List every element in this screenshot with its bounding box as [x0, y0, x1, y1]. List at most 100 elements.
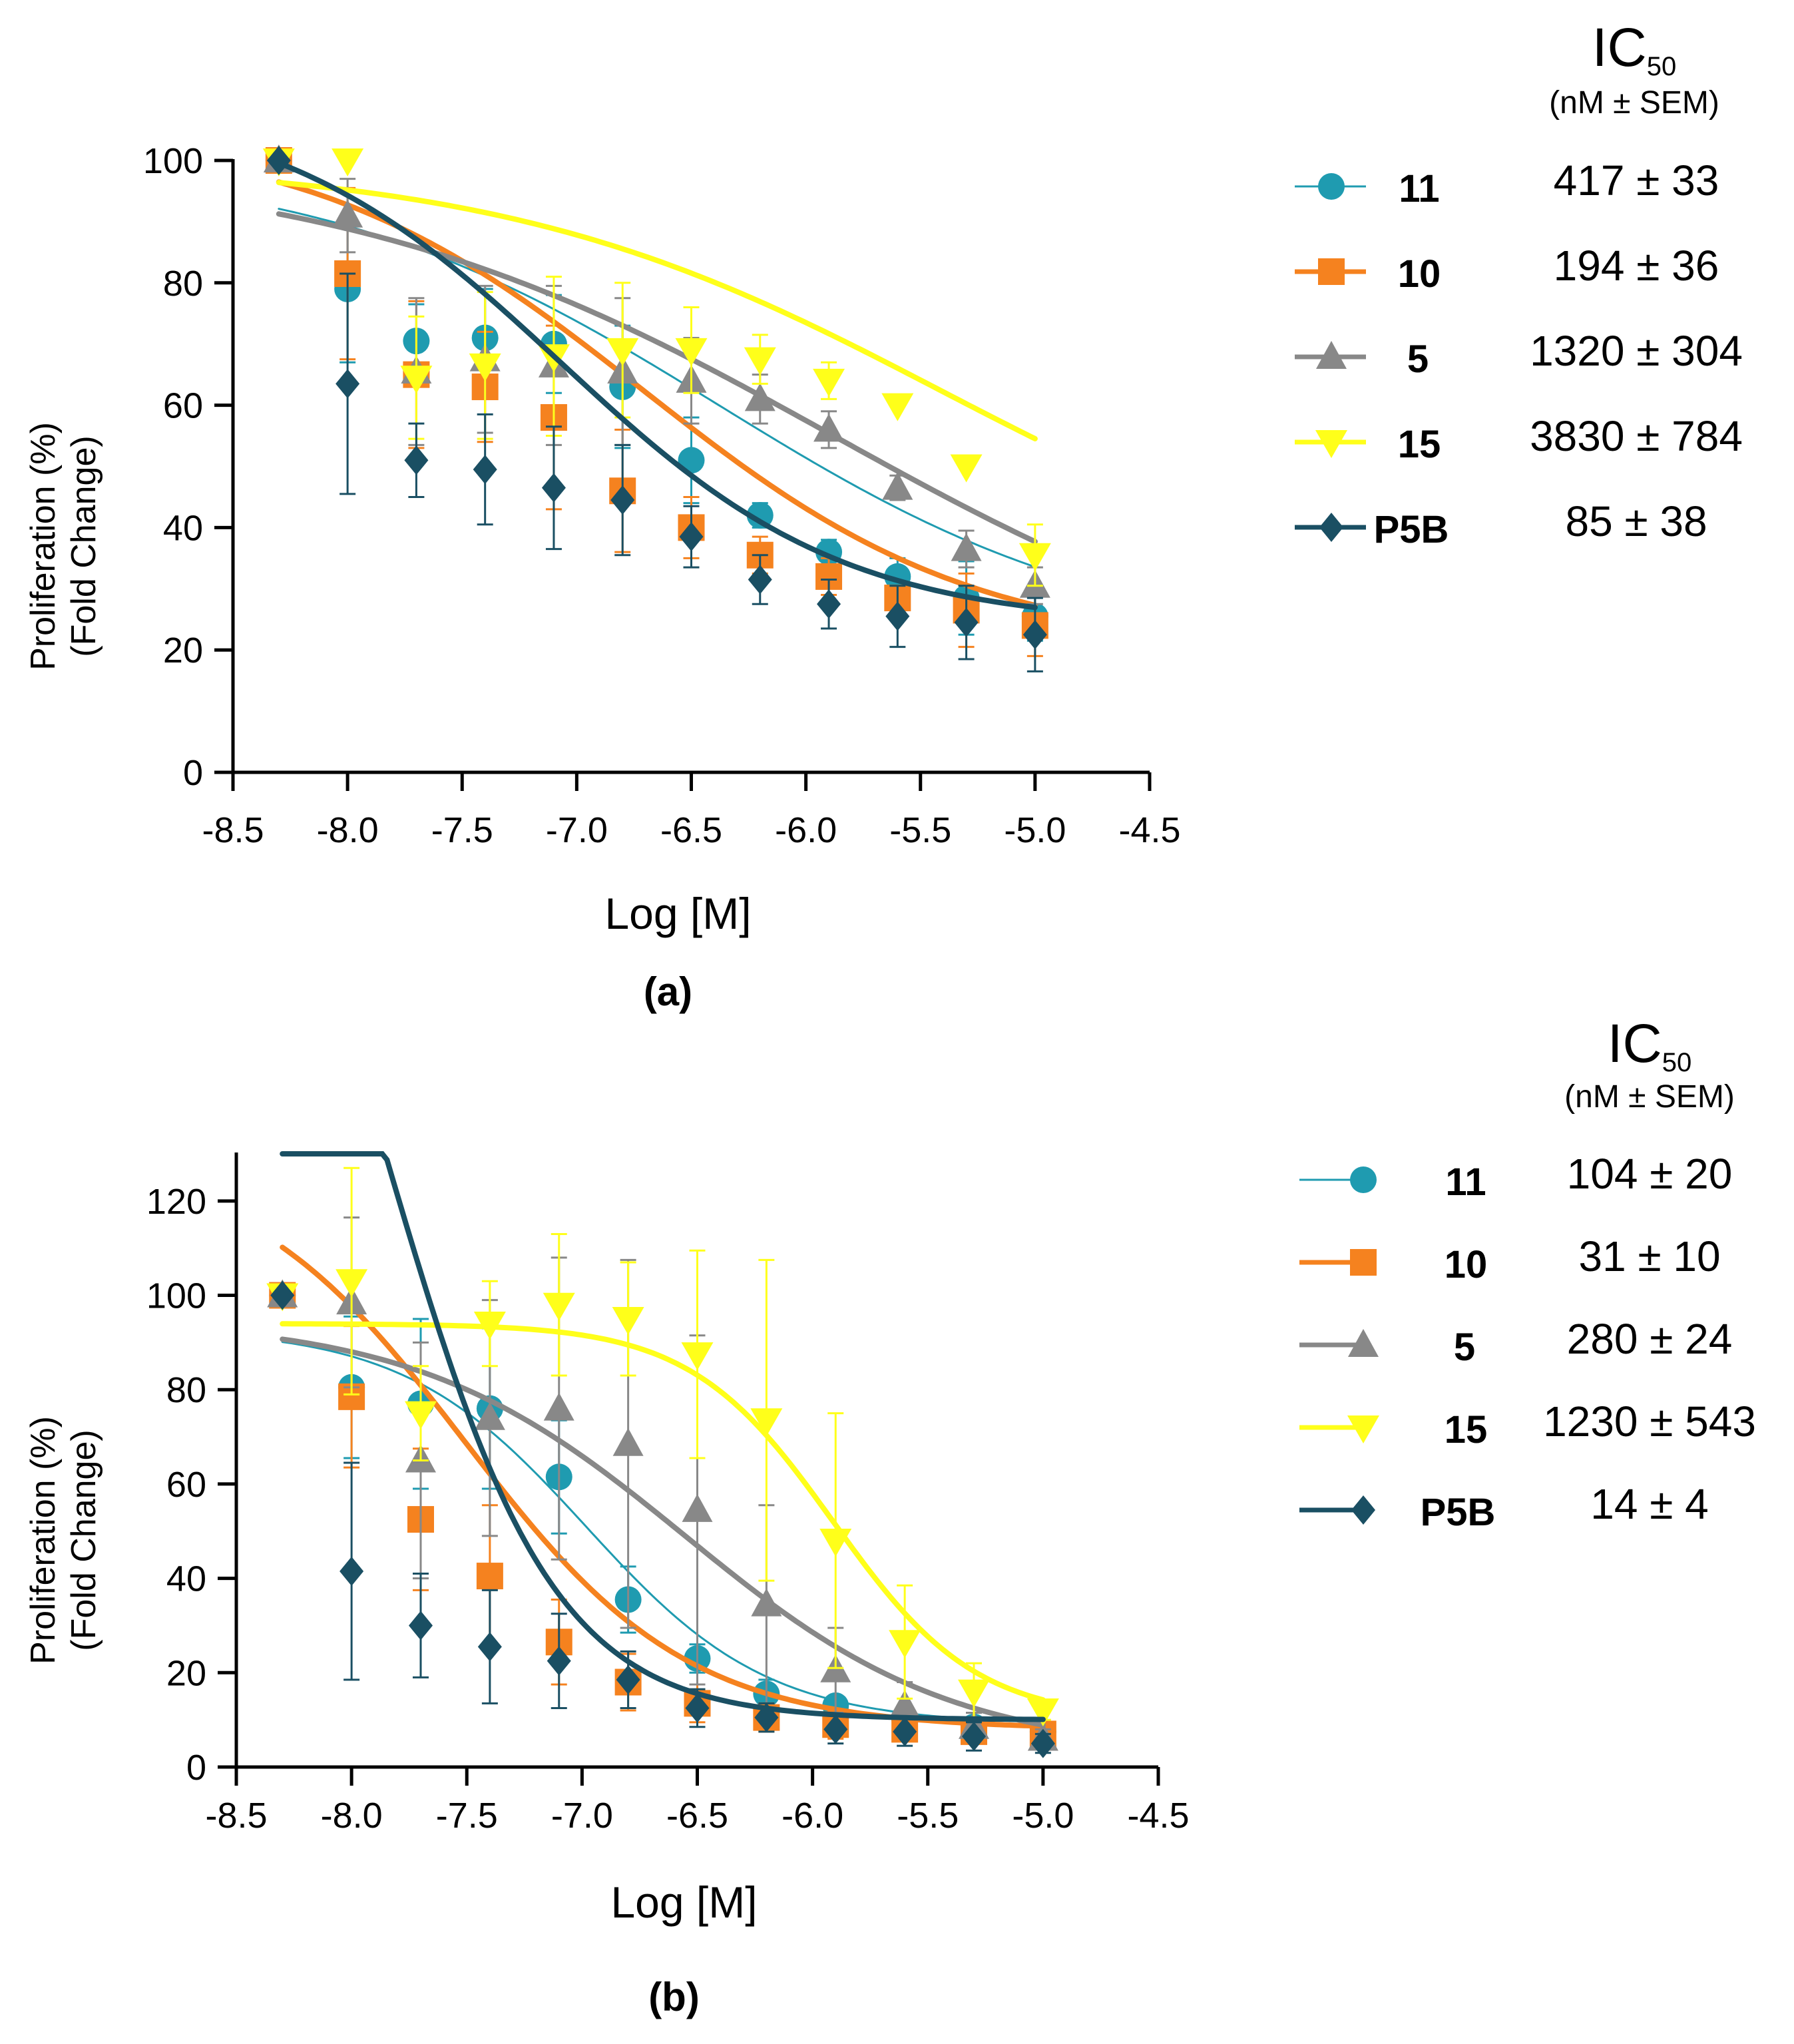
- data-point: [543, 1392, 574, 1421]
- fit-curve: [281, 1341, 1044, 1723]
- data-point: [541, 473, 566, 503]
- data-point: [543, 1292, 575, 1321]
- legend-item-11: 11 417 ± 33: [1295, 156, 1719, 210]
- legend-item-5: 5 1320 ± 304: [1295, 327, 1743, 381]
- data-point: [477, 1632, 502, 1662]
- data-point: [616, 1664, 640, 1694]
- legend-ic50-value: 85 ± 38: [1565, 497, 1707, 545]
- data-point: [612, 1306, 644, 1335]
- legend-item-10: 10 194 ± 36: [1295, 242, 1719, 296]
- legend-item-10: 10 31 ± 10: [1299, 1232, 1721, 1286]
- legend: IC50 (nM ± SEM) 11 417 ± 33 10 194 ± 36 5 1320 …: [1295, 17, 1743, 551]
- data-point: [1018, 543, 1051, 571]
- y-axis-subtitle: (Fold Change): [65, 435, 103, 656]
- fit-curve: [276, 180, 1038, 441]
- series-15: [266, 1166, 1059, 1726]
- data-point: [889, 1689, 921, 1718]
- ic50-header: IC50: [1592, 17, 1677, 81]
- legend-marker: [1351, 1495, 1375, 1525]
- y-tick-label: 100: [143, 141, 203, 181]
- data-point: [469, 353, 501, 382]
- legend-name: 11: [1399, 167, 1439, 210]
- data-point: [476, 1563, 503, 1590]
- legend-ic50-value: 1230 ± 543: [1543, 1398, 1756, 1445]
- y-tick-label: 0: [186, 1748, 206, 1788]
- legend-marker: [1347, 1415, 1379, 1443]
- panel-label: (b): [648, 1975, 700, 2019]
- fit-curve: [276, 211, 1038, 545]
- legend-marker: [1318, 173, 1345, 200]
- data-point: [474, 1402, 505, 1430]
- x-tick-label: -8.0: [321, 1796, 383, 1836]
- data-point: [1030, 1728, 1055, 1758]
- fit-curve: [276, 160, 1038, 611]
- y-tick-label: 40: [163, 508, 203, 548]
- x-tick-label: -5.5: [897, 1796, 959, 1836]
- legend-ic50-value: 1320 ± 304: [1530, 327, 1743, 375]
- data-point: [685, 1693, 710, 1723]
- x-tick-label: -7.0: [546, 810, 608, 850]
- data-point: [754, 1702, 779, 1732]
- fit-curve: [276, 179, 1038, 609]
- panel-label: (a): [644, 969, 692, 1014]
- data-point: [817, 589, 841, 619]
- data-point: [813, 413, 845, 442]
- x-tick-label: -7.5: [436, 1796, 498, 1836]
- chart-panel-b: -8.5 -8.0 -7.5 -7.0 -6.5 -6.0 -5.5 -5.0 -4.5 0 20 4…: [24, 1013, 1756, 2019]
- legend-name: 10: [1445, 1243, 1488, 1286]
- x-tick-label: -5.0: [1004, 810, 1066, 850]
- data-point: [681, 1342, 714, 1371]
- y-tick-label: 60: [166, 1465, 206, 1505]
- fit-curve: [280, 1336, 1046, 1728]
- legend-marker: [1318, 258, 1345, 285]
- y-axis-subtitle: (Fold Change): [65, 1429, 103, 1651]
- ic50-units: (nM ± SEM): [1549, 85, 1719, 121]
- y-tick-label: 120: [146, 1182, 206, 1222]
- legend-name: 10: [1398, 252, 1441, 296]
- data-point: [332, 199, 363, 228]
- x-tick-label: -8.0: [317, 810, 379, 850]
- legend-name: 5: [1407, 338, 1429, 381]
- y-axis-title: Proliferation (%): [24, 1416, 63, 1664]
- data-point: [954, 607, 979, 637]
- legend-name: 5: [1454, 1326, 1475, 1369]
- series-p5b: [266, 146, 1047, 672]
- legend-marker: [1350, 1249, 1377, 1276]
- x-axis-title: Log [M]: [604, 889, 751, 938]
- legend-name: P5B: [1421, 1491, 1496, 1534]
- legend-ic50-value: 3830 ± 784: [1530, 412, 1743, 460]
- legend-item-15: 15 1230 ± 543: [1299, 1398, 1756, 1451]
- x-tick-label: -4.5: [1118, 810, 1180, 850]
- legend-ic50-value: 417 ± 33: [1554, 156, 1719, 204]
- legend: IC50(nM ± SEM) 11 104 ± 20 10 31 ± 10 5 280 ± …: [1299, 1013, 1756, 1534]
- data-point: [473, 455, 497, 485]
- x-axis-title: Log [M]: [610, 1878, 757, 1927]
- data-point: [405, 1401, 437, 1429]
- data-point: [336, 1269, 368, 1298]
- y-tick-label: 20: [163, 631, 203, 670]
- legend-ic50-value: 14 ± 4: [1590, 1480, 1708, 1528]
- data-point: [889, 1630, 921, 1659]
- legend-item-5: 5 280 ± 24: [1299, 1315, 1732, 1369]
- fit-curve: [280, 1244, 1046, 1729]
- data-point: [744, 347, 776, 376]
- y-tick-label: 20: [166, 1653, 206, 1693]
- data-point: [813, 368, 845, 397]
- series-5: [267, 1216, 1058, 1751]
- legend-ic50-value: 104 ± 20: [1567, 1150, 1733, 1198]
- data-point: [266, 146, 291, 175]
- data-point: [612, 1427, 644, 1456]
- data-point: [678, 447, 705, 474]
- y-tick-label: 40: [166, 1559, 206, 1599]
- ic50-header: IC50: [1608, 1013, 1692, 1077]
- data-point: [1022, 620, 1047, 650]
- x-tick-label: -5.5: [889, 810, 951, 850]
- data-point: [1026, 1698, 1059, 1726]
- legend-ic50-value: 31 ± 10: [1578, 1232, 1720, 1280]
- data-point: [606, 338, 639, 366]
- legend-item-p5b: P5B 85 ± 38: [1295, 497, 1707, 551]
- fit-curve: [280, 1151, 1046, 1722]
- data-point: [951, 533, 982, 561]
- data-point: [675, 338, 708, 366]
